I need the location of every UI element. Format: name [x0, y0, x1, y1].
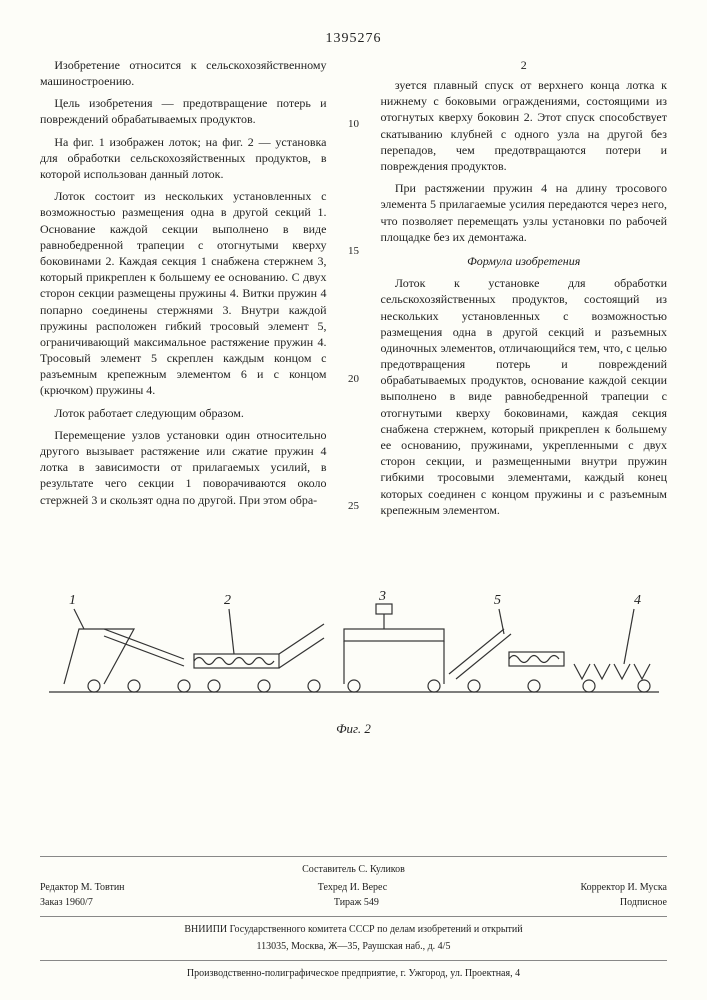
footer: Составитель С. Куликов Редактор М. Товти…: [40, 850, 667, 980]
para: Лоток работает следующим образом.: [40, 405, 327, 421]
figure-svg: 1 2 3 5 4: [44, 574, 664, 714]
addr1: 113035, Москва, Ж—35, Раушская наб., д. …: [40, 940, 667, 954]
patent-number: 1395276: [40, 30, 667, 49]
para: Цель изобретения — предотвращение потерь…: [40, 95, 327, 127]
para: Изобретение относится к сельскохозяйстве…: [40, 57, 327, 89]
compiler: Составитель С. Куликов: [40, 863, 667, 877]
figure-caption: Фиг. 2: [40, 720, 667, 738]
callout-2: 2: [224, 593, 231, 608]
org2: Производственно-полиграфическое предприя…: [40, 967, 667, 981]
callout-1: 1: [69, 593, 76, 608]
claims-text: Лоток к установке для обработки сельскох…: [381, 275, 668, 518]
line-number-gutter: 10 15 20 25: [345, 57, 363, 524]
line-marker: 25: [345, 499, 363, 514]
order: Заказ 1960/7: [40, 896, 93, 910]
subscribe: Подписное: [620, 896, 667, 910]
callout-4: 4: [634, 593, 641, 608]
org1: ВНИИПИ Государственного комитета СССР по…: [40, 923, 667, 937]
claims-heading: Формула изобретения: [381, 253, 668, 269]
text-columns: Изобретение относится к сельскохозяйстве…: [40, 57, 667, 524]
para: На фиг. 1 изображен лоток; на фиг. 2 — у…: [40, 134, 327, 183]
callout-5: 5: [494, 593, 501, 608]
tirage: Тираж 549: [334, 896, 379, 910]
editor: Редактор М. Товтин: [40, 881, 125, 895]
patent-page: 1395276 Изобретение относится к сельскох…: [0, 0, 707, 1000]
tech-editor: Техред И. Верес: [318, 881, 387, 895]
line-marker: 10: [345, 117, 363, 132]
para: Перемещение узлов установки один относит…: [40, 427, 327, 508]
para: Лоток состоит из нескольких установленны…: [40, 188, 327, 398]
para: зуется плавный спуск от верхнего конца л…: [381, 77, 668, 174]
left-column: Изобретение относится к сельскохозяйстве…: [40, 57, 327, 524]
line-marker: 20: [345, 372, 363, 387]
corrector: Корректор И. Муска: [580, 881, 667, 895]
right-column: 2 зуется плавный спуск от верхнего конца…: [381, 57, 668, 524]
para: При растяжении пружин 4 на длину тросово…: [381, 180, 668, 245]
figure-2: 1 2 3 5 4 Фиг. 2: [40, 574, 667, 738]
line-marker: 15: [345, 244, 363, 259]
page-number: 2: [381, 57, 668, 73]
callout-3: 3: [378, 589, 386, 604]
